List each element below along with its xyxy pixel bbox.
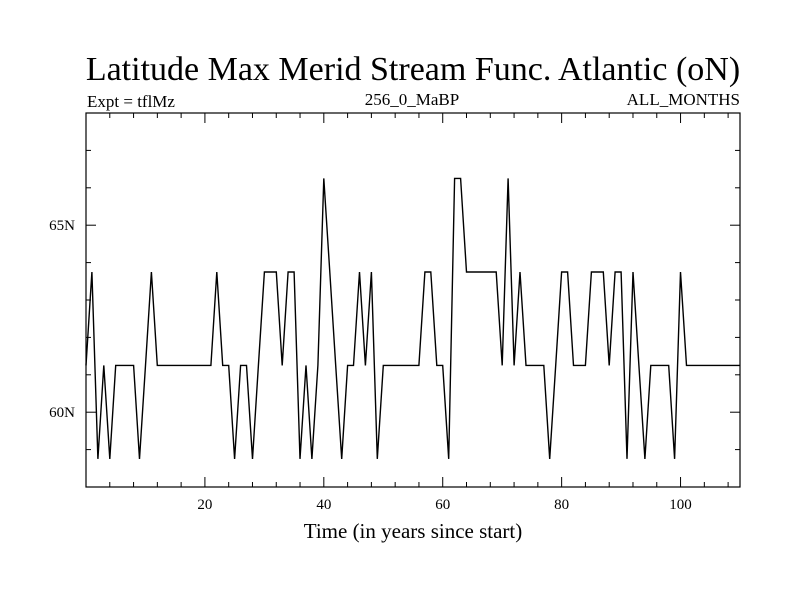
run-id-label: 256_0_MaBP	[365, 90, 459, 109]
x-tick-label: 20	[197, 497, 212, 513]
y-tick-label: 65N	[49, 218, 75, 234]
x-tick-label: 40	[316, 497, 331, 513]
series-layer	[85, 177, 740, 459]
plot-frame	[85, 112, 741, 488]
y-tick-labels: 60N 65N	[49, 218, 75, 421]
months-label: ALL_MONTHS	[627, 90, 740, 109]
series-line	[85, 177, 740, 459]
x-tick-labels: 20 40 60 80 100	[197, 497, 691, 513]
x-axis-label: Time (in years since start)	[304, 519, 523, 543]
chart-title: Latitude Max Merid Stream Func. Atlantic…	[86, 51, 740, 88]
x-tick-label: 80	[554, 497, 569, 513]
x-tick-label: 60	[435, 497, 450, 513]
experiment-label: Expt = tflMz	[87, 92, 175, 111]
x-tick-label: 100	[669, 497, 692, 513]
axis-ticks	[86, 113, 740, 487]
y-tick-label: 60N	[49, 405, 75, 421]
